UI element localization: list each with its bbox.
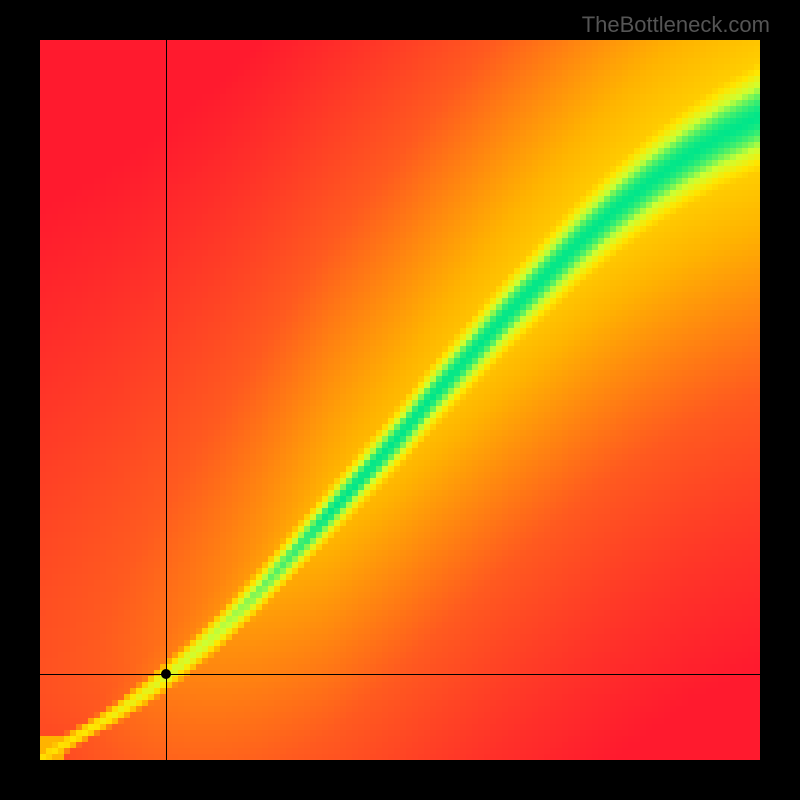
crosshair-horizontal (40, 674, 760, 675)
heatmap-canvas (40, 40, 760, 760)
crosshair-marker (161, 669, 171, 679)
crosshair-vertical (166, 40, 167, 760)
watermark-text: TheBottleneck.com (582, 12, 770, 38)
heatmap-plot (40, 40, 760, 760)
